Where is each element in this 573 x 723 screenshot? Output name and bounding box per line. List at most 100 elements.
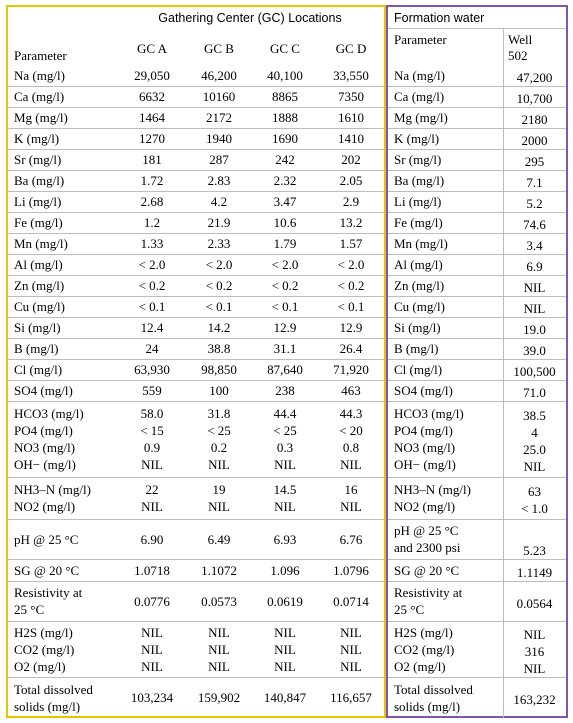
gc-value-cell: < 0.2 bbox=[205, 278, 233, 293]
fw-row-divider bbox=[388, 107, 566, 108]
gc-value-cell: 159,902 bbox=[197, 690, 241, 705]
gc-row-divider bbox=[8, 296, 384, 297]
gc-value-cell: 38.8 bbox=[207, 341, 231, 356]
fw-parameter-label: Resistivity at bbox=[394, 585, 463, 600]
fw-parameter-header: Parameter bbox=[394, 32, 447, 47]
gc-value-cell: 1.33 bbox=[140, 236, 164, 251]
fw-parameter-label: PO4 (mg/l) bbox=[394, 423, 453, 438]
gc-value-cell: < 0.2 bbox=[138, 278, 166, 293]
gc-value-cell: 0.0573 bbox=[201, 594, 237, 609]
gc-row-divider bbox=[8, 477, 384, 478]
gc-value-cell: 0.0714 bbox=[333, 594, 369, 609]
fw-row-divider bbox=[388, 149, 566, 150]
fw-parameter-label: solids (mg/l) bbox=[394, 699, 461, 714]
fw-value-cell: 38.5 bbox=[523, 408, 546, 423]
gc-value-cell: 1270 bbox=[139, 131, 165, 146]
gc-c-header: GC C bbox=[270, 41, 300, 56]
fw-row-divider bbox=[388, 338, 566, 339]
gc-value-cell: 463 bbox=[341, 383, 361, 398]
gathering-center-section bbox=[6, 5, 386, 718]
gc-row-divider bbox=[8, 149, 384, 150]
gc-row-divider bbox=[8, 317, 384, 318]
gc-value-cell: 140,847 bbox=[263, 690, 307, 705]
gc-parameter-label: OH− (mg/l) bbox=[14, 457, 76, 472]
gc-value-cell: 6632 bbox=[139, 89, 165, 104]
gc-value-cell: 2.83 bbox=[207, 173, 231, 188]
gc-value-cell: NIL bbox=[208, 642, 230, 657]
gc-value-cell: < 0.1 bbox=[205, 299, 233, 314]
gc-a-header: GC A bbox=[137, 41, 167, 56]
gc-value-cell: 31.8 bbox=[207, 406, 231, 421]
gc-value-cell: 1.0718 bbox=[134, 563, 170, 578]
gc-parameter-label: Cu (mg/l) bbox=[14, 299, 65, 314]
gc-value-cell: 4.2 bbox=[210, 194, 228, 209]
gc-value-cell: 181 bbox=[142, 152, 162, 167]
fw-parameter-label: H2S (mg/l) bbox=[394, 625, 453, 640]
gc-value-cell: < 0.2 bbox=[337, 278, 365, 293]
fw-value-cell: 5.2 bbox=[526, 196, 543, 211]
fw-value-cell: 63 bbox=[528, 484, 541, 499]
fw-parameter-label: Fe (mg/l) bbox=[394, 215, 443, 230]
gc-value-cell: 12.9 bbox=[273, 320, 297, 335]
gc-parameter-label: Ca (mg/l) bbox=[14, 89, 65, 104]
gc-value-cell: 1.72 bbox=[140, 173, 164, 188]
gc-value-cell: 7350 bbox=[338, 89, 364, 104]
gc-value-cell: < 25 bbox=[273, 423, 297, 438]
gc-value-cell: < 0.1 bbox=[138, 299, 166, 314]
gc-value-cell: 98,850 bbox=[201, 362, 237, 377]
gc-value-cell: 6.90 bbox=[140, 532, 164, 547]
fw-parameter-label: K (mg/l) bbox=[394, 131, 440, 146]
gc-value-cell: < 2.0 bbox=[138, 257, 166, 272]
gc-value-cell: 6.93 bbox=[273, 532, 297, 547]
gc-parameter-label: NO3 (mg/l) bbox=[14, 440, 76, 455]
fw-row-divider bbox=[388, 477, 566, 478]
gc-value-cell: < 2.0 bbox=[205, 257, 233, 272]
gc-value-cell: 31.1 bbox=[273, 341, 297, 356]
gc-value-cell: 14.5 bbox=[273, 482, 297, 497]
fw-row-divider bbox=[388, 233, 566, 234]
gc-value-cell: < 2.0 bbox=[271, 257, 299, 272]
gc-row-divider bbox=[8, 212, 384, 213]
fw-row-divider bbox=[388, 677, 566, 678]
gc-value-cell: NIL bbox=[208, 659, 230, 674]
gc-value-cell: 71,920 bbox=[333, 362, 369, 377]
fw-row-divider bbox=[388, 128, 566, 129]
gc-value-cell: 3.47 bbox=[273, 194, 297, 209]
fw-section-header: Formation water bbox=[394, 11, 485, 25]
gc-parameter-label: Li (mg/l) bbox=[14, 194, 62, 209]
gc-parameter-label: solids (mg/l) bbox=[14, 699, 81, 714]
fw-value-cell: 163,232 bbox=[513, 692, 556, 707]
fw-row-divider bbox=[388, 170, 566, 171]
gc-value-cell: 559 bbox=[142, 383, 162, 398]
fw-row-divider bbox=[388, 559, 566, 560]
gc-value-cell: 10160 bbox=[202, 89, 236, 104]
fw-row-divider bbox=[388, 317, 566, 318]
fw-parameter-label: Ca (mg/l) bbox=[394, 89, 445, 104]
fw-value-cell: 19.0 bbox=[523, 322, 546, 337]
gc-value-cell: 1.2 bbox=[143, 215, 161, 230]
gc-parameter-label: Si (mg/l) bbox=[14, 320, 61, 335]
fw-parameter-label: 25 °C bbox=[394, 602, 425, 617]
fw-parameter-label: Li (mg/l) bbox=[394, 194, 442, 209]
gc-value-cell: 103,234 bbox=[130, 690, 174, 705]
gc-value-cell: NIL bbox=[340, 499, 362, 514]
fw-value-cell: 3.4 bbox=[526, 238, 543, 253]
fw-value-cell: NIL bbox=[523, 459, 546, 474]
gc-value-cell: NIL bbox=[274, 659, 296, 674]
gc-value-cell: 8865 bbox=[272, 89, 298, 104]
fw-parameter-label: SG @ 20 °C bbox=[394, 563, 460, 578]
gc-value-cell: 1464 bbox=[139, 110, 165, 125]
gc-row-divider bbox=[8, 254, 384, 255]
gc-value-cell: 0.8 bbox=[342, 440, 360, 455]
gc-value-cell: 19 bbox=[212, 482, 226, 497]
gc-value-cell: 63,930 bbox=[134, 362, 170, 377]
gc-value-cell: 2.9 bbox=[342, 194, 360, 209]
gc-value-cell: 1.1072 bbox=[201, 563, 237, 578]
fw-parameter-label: and 2300 psi bbox=[394, 540, 461, 555]
fw-value-cell: 295 bbox=[524, 154, 545, 169]
gc-value-cell: 0.0776 bbox=[134, 594, 170, 609]
gc-value-cell: 2172 bbox=[206, 110, 232, 125]
fw-row-divider bbox=[388, 359, 566, 360]
fw-value-cell: < 1.0 bbox=[521, 501, 548, 516]
fw-value-cell: NIL bbox=[523, 627, 546, 642]
